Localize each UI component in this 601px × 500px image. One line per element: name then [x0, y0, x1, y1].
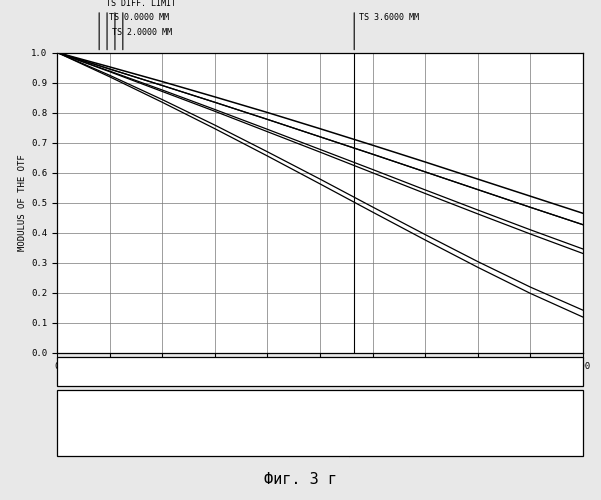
- Text: Фиг. 3 г: Фиг. 3 г: [264, 472, 337, 488]
- Text: TS 0.0000 MM: TS 0.0000 MM: [109, 14, 169, 22]
- Text: TS DIFF. LIMIT: TS DIFF. LIMIT: [106, 0, 176, 8]
- Text: TS 2.0000 MM: TS 2.0000 MM: [112, 28, 172, 37]
- Text: WED JUL 22  2009
DATA FOR 3.6000 TO 4.9000 μm.
SURFACE: IMAGE: WED JUL 22 2009 DATA FOR 3.6000 TO 4.900…: [64, 395, 206, 430]
- X-axis label: SPATIAL FREQUENCY IN CYCLES PER MM: SPATIAL FREQUENCY IN CYCLES PER MM: [228, 376, 412, 384]
- Text: i-350_2_440(10)_SI_GE_04_10_     .ZMX
CONFIGURATION  1  OF  1: i-350_2_440(10)_SI_GE_04_10_ .ZMX CONFIG…: [355, 410, 526, 433]
- Y-axis label: MODULUS OF THE OTF: MODULUS OF THE OTF: [18, 154, 27, 251]
- Text: TS 3.6000 MM: TS 3.6000 MM: [359, 14, 419, 22]
- Text: POLYCHROMATIC DIFFRACTION MTF: POLYCHROMATIC DIFFRACTION MTF: [235, 366, 405, 376]
